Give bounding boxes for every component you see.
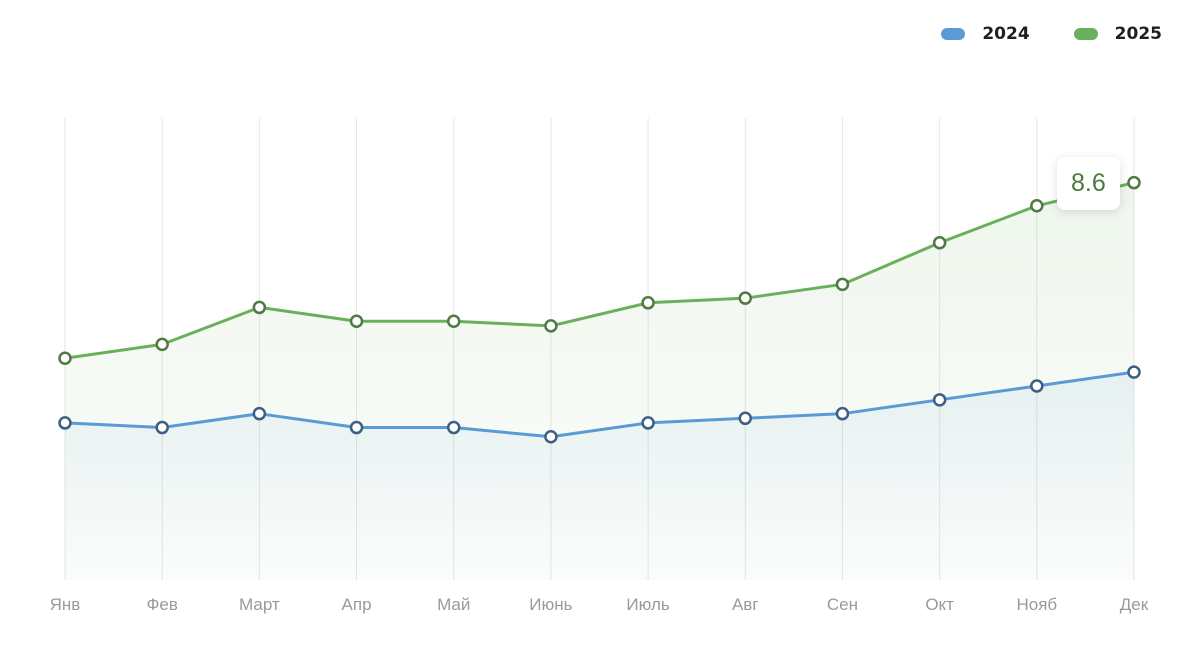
data-point-2025-Сен[interactable] xyxy=(835,277,850,292)
data-point-2024-Март[interactable] xyxy=(252,406,267,421)
x-tick-label: Июнь xyxy=(529,595,572,614)
x-tick-label: Янв xyxy=(50,595,81,614)
data-point-2024-Нояб[interactable] xyxy=(1030,379,1044,393)
legend-swatch-2025 xyxy=(1073,28,1098,40)
data-point-2025-Июнь[interactable] xyxy=(544,319,558,333)
x-tick-label: Фев xyxy=(146,595,177,614)
series-lines xyxy=(63,181,1136,439)
legend-label-2025: 2025 xyxy=(1114,24,1162,44)
legend-item-2025[interactable]: 2025 xyxy=(1073,24,1162,44)
data-point-2024-Дек[interactable] xyxy=(1127,365,1141,379)
series-line-2025 xyxy=(63,181,1136,360)
data-point-2024-Фев[interactable] xyxy=(155,420,169,435)
legend-swatch-2024 xyxy=(941,28,966,40)
data-point-2025-Апр[interactable] xyxy=(349,314,364,329)
x-tick-label: Сен xyxy=(827,595,858,614)
x-tick-label: Авг xyxy=(732,595,759,614)
data-point-2024-Сен[interactable] xyxy=(835,406,850,421)
series-areas xyxy=(65,182,1134,580)
value-tooltip: 8.6 xyxy=(1057,157,1120,211)
x-tick-label: Окт xyxy=(925,595,954,614)
x-tick-label: Май xyxy=(437,595,470,614)
data-point-2025-Нояб[interactable] xyxy=(1030,199,1044,213)
data-point-2025-Июль[interactable] xyxy=(641,296,655,310)
legend-label-2024: 2024 xyxy=(982,24,1030,44)
x-tick-label: Июль xyxy=(626,595,670,614)
data-point-2025-Янв[interactable] xyxy=(58,351,72,365)
data-point-2025-Дек[interactable] xyxy=(1127,175,1141,190)
x-tick-label: Март xyxy=(239,595,280,614)
data-point-2024-Июль[interactable] xyxy=(641,416,655,430)
data-point-2024-Янв[interactable] xyxy=(58,416,72,430)
data-point-2024-Июнь[interactable] xyxy=(544,430,558,444)
data-point-2024-Апр[interactable] xyxy=(349,420,364,435)
data-point-2025-Март[interactable] xyxy=(252,300,267,315)
data-point-2025-Авг[interactable] xyxy=(738,291,753,305)
x-tick-label: Апр xyxy=(342,595,372,614)
data-points xyxy=(58,175,1141,444)
data-point-2025-Фев[interactable] xyxy=(155,337,169,352)
legend: 2024 2025 xyxy=(941,24,1162,44)
data-point-2024-Май[interactable] xyxy=(446,420,461,435)
x-tick-label: Нояб xyxy=(1016,595,1057,614)
data-point-2025-Окт[interactable] xyxy=(932,235,947,250)
data-point-2024-Окт[interactable] xyxy=(932,393,947,407)
x-axis-ticks: Янв Фев Март Апр Май Июнь Июль Авг Сен Окт Нояб Дек xyxy=(50,595,1149,614)
legend-item-2024[interactable]: 2024 xyxy=(941,24,1030,44)
series-line-2024 xyxy=(63,370,1136,439)
x-tick-label: Дек xyxy=(1120,595,1149,614)
data-point-2025-Май[interactable] xyxy=(446,314,461,329)
data-point-2024-Авг[interactable] xyxy=(738,411,753,426)
series-area-2025 xyxy=(65,182,1134,580)
